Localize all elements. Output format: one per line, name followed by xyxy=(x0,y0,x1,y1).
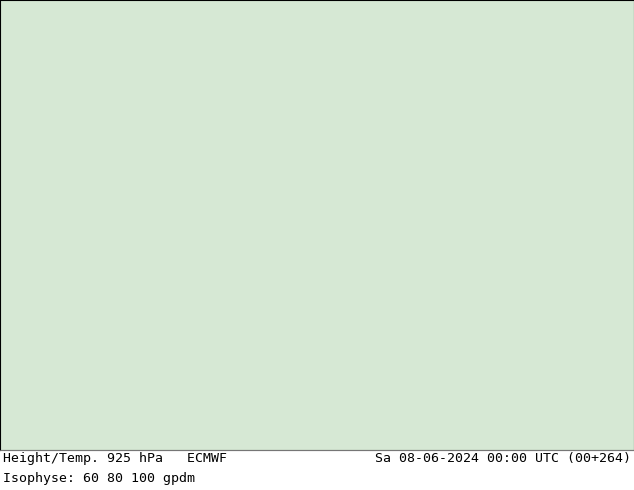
Text: Sa 08-06-2024 00:00 UTC (00+264): Sa 08-06-2024 00:00 UTC (00+264) xyxy=(375,452,631,465)
Text: Height/Temp. 925 hPa   ECMWF: Height/Temp. 925 hPa ECMWF xyxy=(3,452,227,465)
Text: Isophyse: 60 80 100 gpdm: Isophyse: 60 80 100 gpdm xyxy=(3,472,195,485)
